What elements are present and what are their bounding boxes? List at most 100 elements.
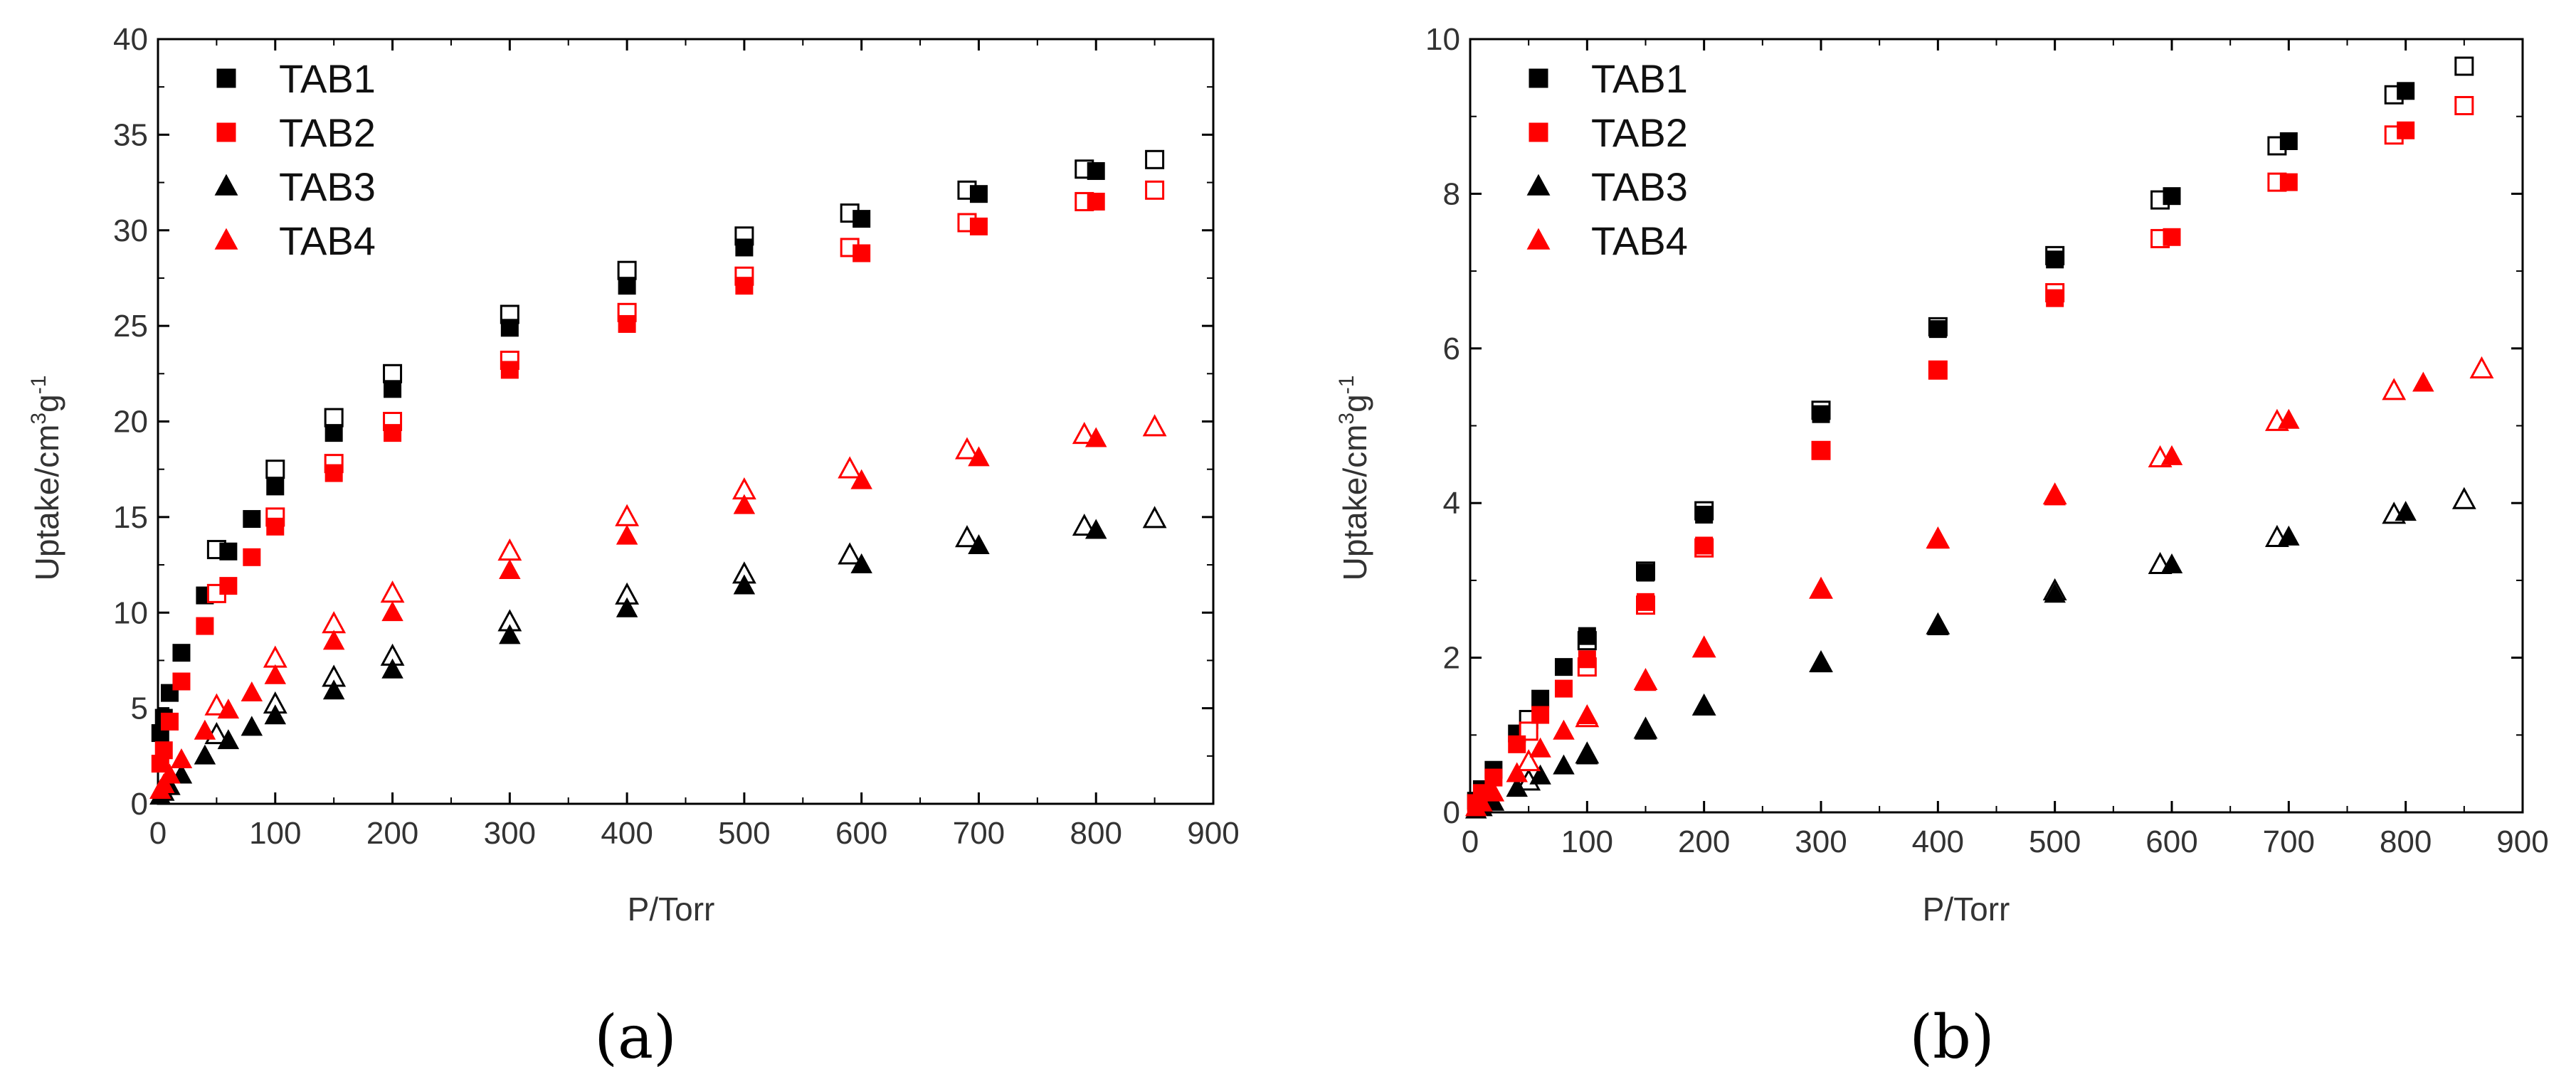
x-tick-label-b: 600	[2145, 824, 2197, 859]
x-tick-label-a: 500	[718, 816, 770, 851]
point-tab1-adsorption	[219, 542, 238, 561]
x-axis-title-b: P/Torr	[1923, 891, 2010, 928]
legend-marker-tab3	[1526, 174, 1551, 196]
y-axis-title-main-a: Uptake/cm	[28, 425, 65, 581]
legend-label-tab4: TAB4	[279, 218, 376, 263]
legend-a: TAB1 TAB2 TAB3 TAB4	[214, 56, 376, 263]
point-tab3-desorption	[838, 542, 862, 565]
point-tab1-adsorption	[1812, 405, 1830, 423]
point-tab4-adsorption	[968, 446, 990, 467]
chart-panel-b: Uptake/cm3g-1 P/Torr (b) 0 100 200 300 400 50…	[1288, 0, 2576, 1067]
point-tab3-adsorption	[1693, 694, 1715, 715]
point-tab1-desorption	[1145, 149, 1165, 169]
point-tab4-adsorption	[1693, 637, 1715, 657]
point-tab3-desorption	[1072, 514, 1097, 536]
point-tab1-adsorption	[1637, 563, 1654, 582]
point-tab4-adsorption	[499, 558, 521, 579]
point-tab1-adsorption	[1554, 658, 1573, 676]
x-tick-label-a: 100	[249, 816, 301, 851]
point-tab1-adsorption	[243, 510, 261, 529]
point-tab2-adsorption	[1695, 536, 1714, 555]
point-tab3-adsorption	[1810, 652, 1832, 673]
point-tab4-adsorption	[1553, 719, 1575, 740]
point-tab1-adsorption	[2279, 132, 2298, 150]
legend-label-tab2: TAB2	[1591, 110, 1688, 155]
point-tab3-adsorption	[1084, 519, 1107, 539]
point-tab1-desorption	[617, 260, 637, 280]
point-tab3-adsorption	[194, 744, 216, 765]
point-tab4-adsorption	[2412, 371, 2434, 392]
point-tab1-adsorption	[1695, 506, 1714, 524]
point-tab3-desorption	[1142, 506, 1167, 529]
y-tick-label-a: 35	[113, 117, 148, 152]
point-tab1-adsorption	[1531, 689, 1550, 708]
y-axis-title-mid-a: g	[28, 394, 65, 413]
point-tab4-adsorption	[159, 763, 181, 784]
point-tab3-adsorption	[264, 704, 287, 725]
point-tab1-desorption	[265, 460, 285, 479]
point-tab3-adsorption	[1529, 764, 1551, 785]
y-axis-title-sup1-a: 3	[27, 413, 51, 425]
point-tab4-desorption	[1072, 422, 1097, 445]
point-tab4-desorption	[2382, 378, 2407, 400]
chart-panel-a: Uptake/cm3g-1 P/Torr (a) 0 100 200 300 400 50…	[27, 22, 1240, 1067]
y-tick-label-b: 0	[1443, 795, 1460, 830]
y-tick-label-b: 4	[1443, 486, 1460, 521]
point-tab2-adsorption	[1637, 593, 1654, 611]
point-tab2-adsorption	[618, 314, 636, 333]
y-axis-title-sup1-b: 3	[1335, 413, 1358, 425]
x-tick-label-a: 800	[1070, 816, 1122, 851]
data-points-b	[1464, 56, 2494, 819]
point-tab1-adsorption	[969, 185, 988, 203]
y-axis-title-main-b: Uptake/cm	[1336, 425, 1373, 581]
point-tab3-desorption	[2451, 487, 2476, 509]
y-axis-title-sup2-b: -1	[1335, 376, 1358, 395]
point-tab3-adsorption	[616, 597, 638, 617]
legend-label-tab4: TAB4	[1591, 218, 1688, 263]
point-tab3-adsorption	[968, 534, 990, 555]
x-tick-label-a: 300	[484, 816, 536, 851]
point-tab4-adsorption	[264, 664, 287, 684]
point-tab1-adsorption	[2046, 250, 2064, 269]
point-tab2-adsorption	[160, 712, 179, 731]
point-tab3-adsorption	[2278, 525, 2300, 546]
x-tick-label-b: 0	[1462, 824, 1479, 859]
point-tab4-adsorption	[241, 681, 263, 701]
x-tick-label-a: 0	[149, 816, 167, 851]
point-tab3-adsorption	[1506, 777, 1528, 797]
point-tab4-adsorption	[1927, 529, 1949, 549]
point-tab4-desorption	[497, 538, 522, 561]
y-tick-label-b: 10	[1425, 22, 1460, 57]
point-tab4-desorption	[838, 456, 862, 479]
point-tab2-adsorption	[172, 672, 191, 691]
legend-marker-tab2	[216, 122, 236, 142]
point-tab3-adsorption	[2044, 583, 2066, 603]
x-tick-label-b: 800	[2380, 824, 2432, 859]
point-tab1-adsorption	[618, 277, 636, 295]
point-tab3-adsorption	[2395, 501, 2417, 521]
x-tick-label-b: 900	[2496, 824, 2548, 859]
x-axis-b: 0 100 200 300 400 500 600 700 800 900	[1462, 39, 2549, 859]
y-tick-label-a: 10	[113, 595, 148, 630]
point-tab2-adsorption	[1531, 706, 1550, 724]
point-tab2-adsorption	[2397, 121, 2415, 139]
point-tab2-adsorption	[154, 741, 173, 760]
point-tab4-adsorption	[2278, 408, 2300, 429]
point-tab4-adsorption	[170, 748, 193, 769]
point-tab4-adsorption	[381, 601, 403, 622]
point-tab2-adsorption	[219, 577, 238, 595]
point-tab1-adsorption	[852, 210, 871, 228]
point-tab2-adsorption	[2163, 228, 2181, 246]
legend-marker-tab4	[1526, 228, 1551, 250]
x-tick-label-b: 100	[1561, 824, 1613, 859]
legend-marker-tab4	[214, 228, 238, 250]
point-tab4-desorption	[1142, 414, 1167, 437]
point-tab4-adsorption	[1084, 427, 1107, 447]
x-tick-label-a: 600	[835, 816, 887, 851]
point-tab1-desorption	[324, 408, 344, 428]
y-tick-label-a: 40	[113, 22, 148, 57]
point-tab4-adsorption	[733, 494, 756, 514]
x-tick-label-b: 300	[1795, 824, 1847, 859]
point-tab4-adsorption	[2160, 445, 2183, 465]
x-tick-label-b: 200	[1678, 824, 1730, 859]
